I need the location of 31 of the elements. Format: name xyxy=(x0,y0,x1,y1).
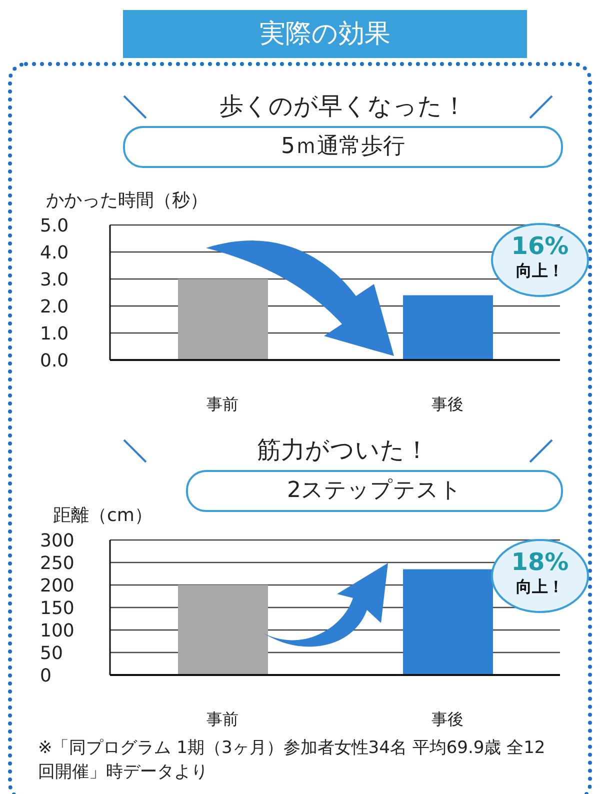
x-tick-label: 事後 xyxy=(432,394,464,414)
chart-title: 5ｍ通常歩行 xyxy=(123,126,563,168)
chart-subtitle: 歩くのが早くなった！ xyxy=(218,91,468,122)
y-tick-label: 2.0 xyxy=(40,296,69,318)
annotation: 向上！ xyxy=(515,260,565,282)
chart-subtitle: 筋力がついた！ xyxy=(256,435,430,466)
annotation: 向上！ xyxy=(515,576,565,598)
annotation: 18% xyxy=(510,548,570,576)
y-tick-label: 1.0 xyxy=(40,323,69,344)
text: 実際の効果 xyxy=(123,10,527,58)
y-tick-label: 0.0 xyxy=(40,350,69,372)
annotation: 16% xyxy=(510,232,570,260)
y-tick-label: 100 xyxy=(40,620,74,642)
y-tick-label: 5.0 xyxy=(40,215,69,236)
text: ※「同プログラム 1期（3ヶ月）参加者女性34名 平均69.9歳 全12回開催」時データより xyxy=(38,737,546,784)
y-tick-label: 4.0 xyxy=(40,242,69,264)
y-tick-label: 0 xyxy=(40,665,52,686)
y-tick-label: 250 xyxy=(40,552,74,574)
y-tick-label: 200 xyxy=(40,575,74,596)
x-tick-label: 事後 xyxy=(432,709,464,728)
chart-title: 2ステップテスト xyxy=(186,470,563,512)
speech-bubble: 18% 向上！ xyxy=(490,538,590,614)
y-tick-label: 3.0 xyxy=(40,269,69,290)
speech-bubble: 16% 向上！ xyxy=(490,222,590,298)
y-tick-label: 150 xyxy=(40,598,74,619)
x-tick-label: 事前 xyxy=(206,394,238,414)
x-tick-label: 事前 xyxy=(206,709,238,728)
y-axis-title: かかった時間（秒） xyxy=(46,189,208,212)
y-tick-label: 300 xyxy=(40,530,74,552)
y-axis-title: 距離（cm） xyxy=(53,504,152,527)
y-tick-label: 50 xyxy=(40,642,63,664)
